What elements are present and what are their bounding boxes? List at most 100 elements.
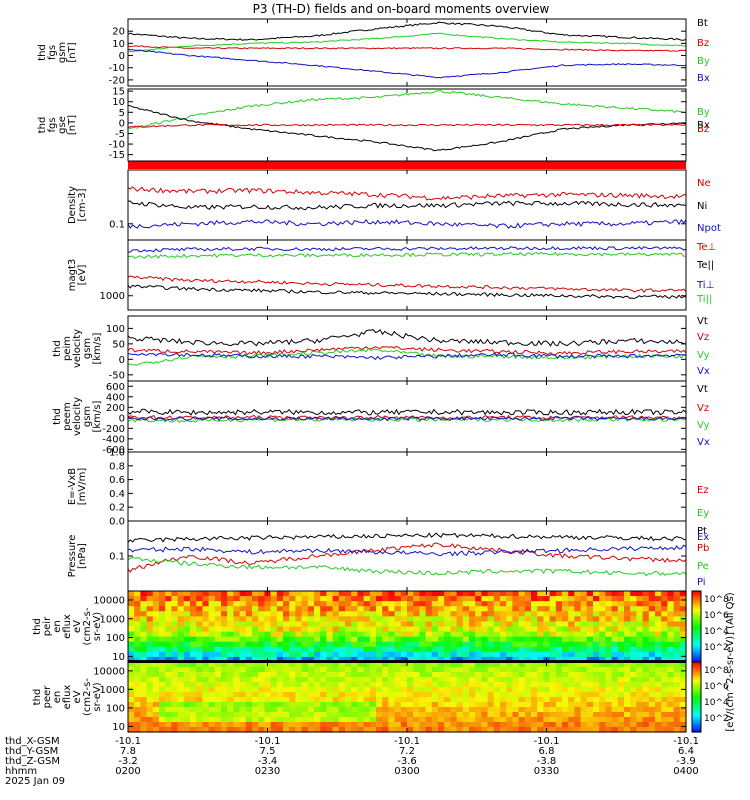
heatmap-cell: [382, 621, 389, 628]
heatmap-cell: [593, 662, 600, 668]
heatmap-cell: [407, 656, 414, 663]
heatmap-cell: [444, 646, 451, 653]
heatmap-cell: [624, 677, 631, 683]
heatmap-cell: [214, 656, 222, 663]
heatmap-cell: [314, 606, 321, 612]
heatmap-cell: [469, 651, 476, 658]
heatmap-cell: [357, 717, 365, 723]
heatmap-cell: [357, 677, 365, 683]
heatmap-cell: [159, 702, 166, 708]
heatmap-cell: [469, 621, 476, 628]
heatmap-cell: [469, 656, 476, 663]
heatmap-cell: [537, 692, 544, 698]
heatmap-cell: [630, 717, 637, 723]
heatmap-cell: [667, 677, 675, 683]
heatmap-cell: [642, 682, 650, 688]
heatmap-cell: [276, 697, 284, 703]
heatmap-cell: [214, 692, 222, 698]
heatmap-cell: [506, 712, 513, 718]
heatmap-cell: [196, 611, 203, 617]
heatmap-cell: [673, 646, 681, 653]
heatmap-cell: [376, 702, 383, 708]
heatmap-cell: [630, 672, 637, 678]
heatmap-cell: [419, 621, 427, 628]
heatmap-cell: [469, 591, 476, 597]
heatmap-cell: [270, 636, 278, 643]
heatmap-cell: [183, 672, 191, 678]
heatmap-cell: [586, 677, 594, 683]
heatmap-cell: [624, 601, 631, 607]
heatmap-cell: [537, 702, 544, 708]
heatmap-cell: [407, 641, 414, 648]
heatmap-cell: [239, 606, 247, 612]
heatmap-cell: [617, 656, 625, 663]
heatmap-cell: [159, 667, 166, 673]
heatmap-cell: [407, 672, 414, 678]
heatmap-cell: [369, 591, 377, 597]
heatmap-cell: [586, 727, 594, 733]
heatmap-cell: [605, 626, 613, 633]
heatmap-cell: [214, 702, 222, 708]
heatmap-cell: [673, 641, 681, 648]
heatmap-cell: [549, 616, 557, 623]
heatmap-cell: [661, 727, 668, 733]
heatmap-cell: [214, 672, 222, 678]
heatmap-cell: [400, 611, 408, 617]
heatmap-cell: [152, 692, 160, 698]
heatmap-cell: [493, 621, 501, 628]
legend-entry: Pb: [697, 543, 709, 554]
heatmap-cell: [196, 596, 203, 602]
heatmap-cell: [524, 626, 532, 633]
heatmap-cell: [276, 616, 284, 623]
colorbar-segment: [692, 606, 701, 610]
heatmap-cell: [648, 677, 656, 683]
heatmap-cell: [673, 636, 681, 643]
heatmap-cell: [518, 707, 526, 713]
heatmap-cell: [555, 717, 563, 723]
heatmap-cell: [574, 611, 582, 617]
heatmap-cell: [239, 717, 247, 723]
heatmap-cell: [245, 667, 253, 673]
heatmap-cell: [295, 727, 303, 733]
heatmap-cell: [264, 717, 272, 723]
heatmap-cell: [506, 672, 513, 678]
heatmap-cell: [394, 611, 402, 617]
heatmap-cell: [264, 596, 272, 602]
heatmap-cell: [456, 682, 464, 688]
heatmap-cell: [214, 646, 222, 653]
heatmap-cell: [382, 651, 389, 658]
heatmap-cell: [183, 616, 191, 623]
heatmap-cell: [338, 656, 346, 663]
heatmap-cell: [140, 601, 148, 607]
heatmap-cell: [524, 596, 532, 602]
heatmap-cell: [531, 656, 538, 663]
heatmap-cell: [326, 667, 334, 673]
heatmap-cell: [196, 636, 203, 643]
heatmap-cell: [493, 697, 501, 703]
colorbar-segment: [692, 709, 701, 712]
heatmap-cell: [531, 707, 538, 713]
heatmap-cell: [289, 591, 296, 597]
heatmap-cell: [481, 616, 489, 623]
heatmap-cell: [413, 692, 420, 698]
heatmap-cell: [338, 606, 346, 612]
heatmap-cell: [171, 596, 179, 602]
heatmap-cell: [543, 692, 551, 698]
heatmap-cell: [562, 631, 569, 638]
heatmap-cell: [258, 596, 265, 602]
heatmap-cell: [586, 651, 594, 658]
colorbar-tick: 10^6: [704, 611, 729, 621]
heatmap-cell: [661, 656, 668, 663]
heatmap-cell: [159, 656, 166, 663]
heatmap-cell: [562, 717, 569, 723]
heatmap-cell: [369, 636, 377, 643]
heatmap-cell: [128, 722, 135, 728]
heatmap-cell: [462, 712, 470, 718]
heatmap-cell: [531, 616, 538, 623]
heatmap-cell: [338, 646, 346, 653]
heatmap-cell: [667, 702, 675, 708]
heatmap-cell: [425, 677, 433, 683]
heatmap-cell: [518, 717, 526, 723]
heatmap-cell: [661, 697, 668, 703]
heatmap-cell: [506, 707, 513, 713]
